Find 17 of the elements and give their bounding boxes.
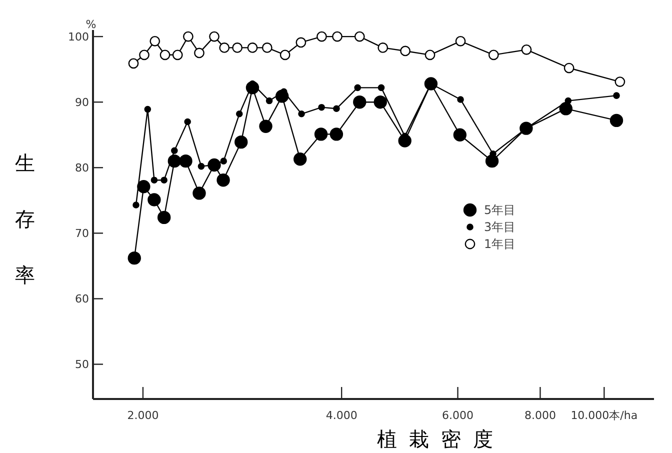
x-tick-label: 6.000 [442,409,474,422]
y-tick-label: 60 [75,292,89,306]
text: 生存率 [15,151,35,287]
x-axis-title: 植栽密度 [376,427,505,451]
y-tick-label: 100 [68,30,89,44]
legend-label: 5年目 [484,203,516,218]
x-tick-label: 2.000 [127,409,159,422]
legend-label: 1年目 [484,237,516,252]
y-tick-label: 50 [75,358,89,372]
annotation: % [86,18,96,31]
y-tick-label: 80 [75,161,89,174]
legend-label: 3年目 [484,220,516,234]
x-tick-label: 8.000 [524,409,556,422]
x-tick-label: 10.000本/ha [570,409,638,422]
y-tick-label: 90 [75,96,89,109]
y-tick-label: 70 [75,227,89,240]
x-tick-label: 4.000 [326,409,358,422]
